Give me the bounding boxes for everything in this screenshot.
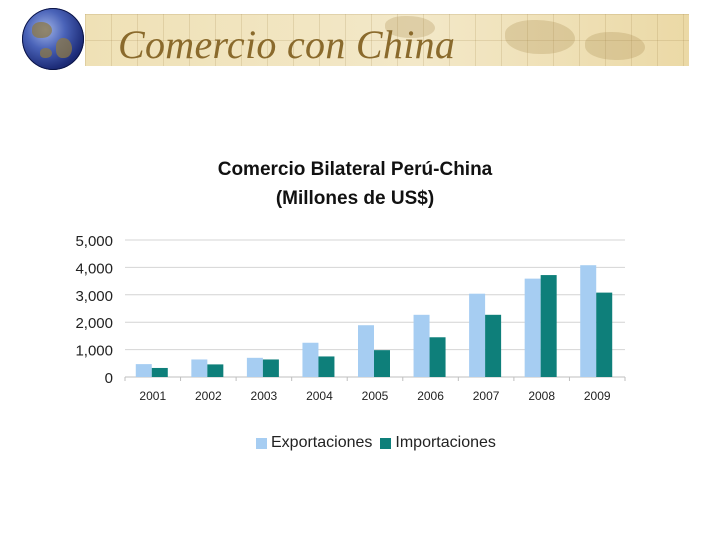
slide-title: Comercio con China [118,22,456,67]
bar-importaciones-2004 [318,356,335,377]
bar-exportaciones-2002 [191,359,208,377]
legend-label-importaciones: Importaciones [395,434,496,451]
x-tick-label: 2008 [528,389,555,403]
x-tick-label: 2009 [584,389,611,403]
x-tick-label: 2007 [473,389,500,403]
x-tick-label: 2005 [362,389,389,403]
chart-title: Comercio Bilateral Perú-China [217,159,493,180]
y-tick-label: 3,000 [75,288,113,305]
bar-exportaciones-2009 [580,265,597,377]
y-tick-label: 1,000 [75,343,113,360]
bar-exportaciones-2005 [358,325,374,377]
y-tick-label: 2,000 [75,315,113,332]
bar-importaciones-2009 [596,292,613,377]
bar-importaciones-2002 [207,364,224,377]
bar-importaciones-2001 [151,367,168,377]
bar-exportaciones-2004 [302,342,319,377]
x-tick-label: 2002 [195,389,222,403]
map-grid-decoration [85,14,689,66]
bar-exportaciones-2008 [524,278,541,377]
x-tick-label: 2003 [251,389,278,403]
map-land-decoration [505,20,575,54]
globe-continent [32,22,52,38]
bar-exportaciones-2003 [246,357,263,377]
globe-continent [40,48,52,58]
legend-swatch-exportaciones [256,437,267,449]
x-tick-label: 2001 [139,389,166,403]
chart-legend: Exportaciones Importaciones [256,434,504,452]
bar-exportaciones-2001 [135,364,152,377]
y-tick-label: 4,000 [75,260,113,277]
y-tick-label: 5,000 [75,233,113,250]
globe-logo [22,8,84,70]
bar-exportaciones-2007 [469,293,486,377]
globe-continent [56,38,72,58]
bar-importaciones-2003 [262,359,279,377]
chart-subtitle: (Millones de US$) [275,188,435,209]
x-tick-label: 2006 [417,389,444,403]
map-land-decoration [585,32,645,60]
bar-importaciones-2007 [485,314,502,377]
bar-importaciones-2006 [429,337,446,377]
legend-swatch-importaciones [380,437,392,449]
bar-importaciones-2008 [540,275,557,377]
title-banner [85,14,689,66]
bar-importaciones-2005 [374,350,390,377]
legend-label-exportaciones: Exportaciones [271,434,373,451]
bar-exportaciones-2006 [413,314,430,377]
x-tick-label: 2004 [306,389,333,403]
legend-item-exportaciones: Exportaciones [256,434,372,452]
legend-item-importaciones: Importaciones [380,434,496,452]
map-land-decoration [385,16,435,38]
y-tick-label: 0 [105,370,113,387]
